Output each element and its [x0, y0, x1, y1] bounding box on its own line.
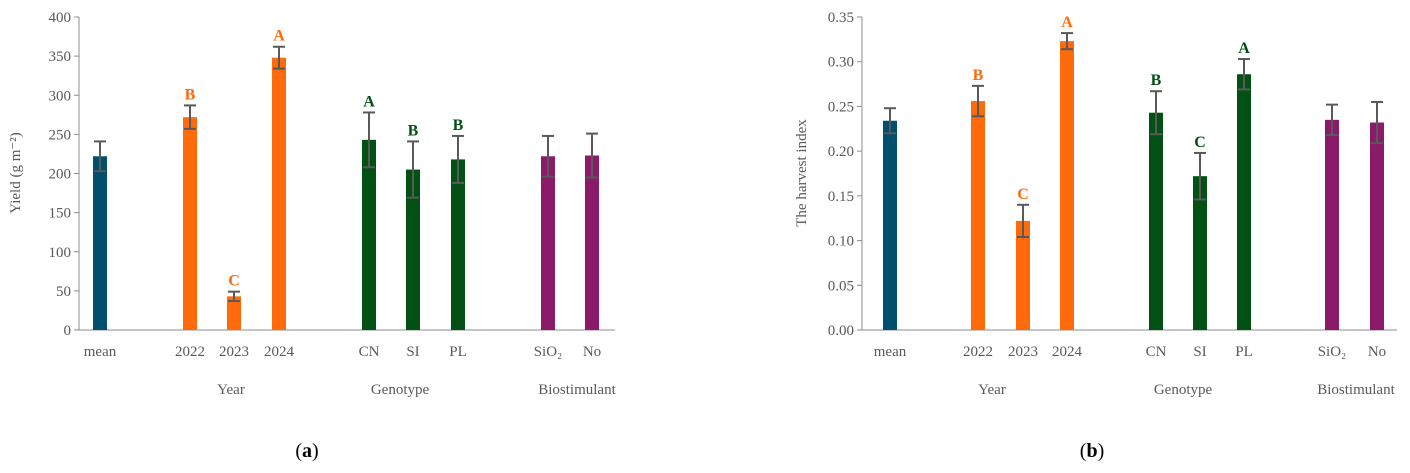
x-tick-label: No: [1368, 344, 1386, 360]
bar-SiO₂: [541, 156, 555, 330]
significance-letter: A: [363, 93, 375, 110]
significance-letter: A: [273, 28, 285, 45]
y-tick-label: 50: [56, 284, 71, 300]
group-label: Biostimulant: [1317, 382, 1395, 398]
x-tick-label: 2024: [264, 344, 295, 360]
bar-No: [1370, 122, 1384, 330]
bar-2022: [183, 117, 197, 330]
significance-letter: C: [1017, 186, 1029, 203]
bar-mean: [883, 120, 897, 330]
y-tick-label: 0.35: [828, 10, 854, 26]
significance-letter: B: [185, 86, 196, 103]
y-tick-label: 0: [64, 323, 72, 339]
x-tick-label: PL: [1235, 344, 1253, 360]
bar-SiO₂: [1325, 119, 1339, 330]
bar-2024: [1060, 41, 1074, 330]
significance-letter: C: [1194, 134, 1206, 151]
significance-letter: B: [453, 117, 464, 134]
y-tick-label: 0.25: [828, 99, 854, 115]
y-tick-label: 350: [49, 49, 72, 65]
group-label: Year: [978, 382, 1006, 398]
y-tick-label: 100: [49, 245, 72, 261]
y-tick-label: 0.00: [828, 323, 854, 339]
x-tick-label: 2023: [219, 344, 249, 360]
y-tick-label: 0.10: [828, 234, 854, 250]
x-tick-label: CN: [359, 344, 380, 360]
bar-SI: [406, 169, 420, 330]
y-tick-label: 250: [49, 127, 72, 143]
y-tick-label: 0.20: [828, 144, 854, 160]
group-label: Genotype: [1154, 382, 1213, 398]
y-axis-title: The harvest index: [794, 119, 810, 227]
y-tick-label: 0.15: [828, 189, 854, 205]
x-tick-label: 2024: [1052, 344, 1083, 360]
x-tick-label: SI: [406, 344, 419, 360]
significance-letter: B: [973, 67, 984, 84]
significance-letter: A: [1061, 14, 1073, 31]
y-tick-label: 300: [49, 88, 72, 104]
chart-panel-b: 0.00 0.05 0.10 0.15 0.20 0.25 0.30 0.35 The harv…: [794, 10, 1397, 462]
bar-No: [585, 155, 599, 330]
bar-PL: [451, 159, 465, 330]
x-tick-label: 2022: [963, 344, 993, 360]
significance-letter: A: [1238, 40, 1250, 57]
x-tick-label: SI: [1193, 344, 1206, 360]
bar-2023: [227, 296, 241, 330]
bar-2024: [272, 57, 286, 330]
bar-CN: [362, 139, 376, 330]
x-tick-label: SiO₂: [534, 344, 563, 360]
significance-letter: C: [228, 273, 240, 290]
chart-panel-a: 0 50 100 150 200 250 300 350 400 Yield (g m⁻²) mea…: [8, 10, 617, 462]
bar-CN: [1149, 112, 1163, 330]
y-tick-label: 0.30: [828, 55, 854, 71]
y-tick-label: 0.05: [828, 278, 854, 294]
group-label: Year: [217, 382, 245, 398]
x-tick-label: CN: [1146, 344, 1167, 360]
significance-letter: B: [1151, 72, 1162, 89]
bar-2023: [1016, 220, 1030, 330]
x-tick-label: 2023: [1008, 344, 1038, 360]
significance-letter: B: [408, 122, 419, 139]
y-tick-label: 150: [49, 206, 72, 222]
group-label: Genotype: [371, 382, 430, 398]
x-tick-label: PL: [449, 344, 467, 360]
bar-PL: [1237, 74, 1251, 330]
y-tick-label: 200: [49, 167, 72, 183]
x-tick-label: mean: [874, 344, 907, 360]
x-tick-label: mean: [84, 344, 117, 360]
x-tick-label: 2022: [175, 344, 205, 360]
x-tick-label: SiO₂: [1318, 344, 1347, 360]
panel-label: (b): [1080, 440, 1104, 462]
panel-label: (a): [295, 440, 318, 462]
x-tick-label: No: [583, 344, 601, 360]
y-axis-title: Yield (g m⁻²): [8, 132, 24, 214]
y-tick-label: 400: [49, 10, 72, 26]
group-label: Biostimulant: [538, 382, 616, 398]
bar-2022: [971, 101, 985, 330]
bar-SI: [1193, 176, 1207, 330]
bar-mean: [93, 156, 107, 330]
